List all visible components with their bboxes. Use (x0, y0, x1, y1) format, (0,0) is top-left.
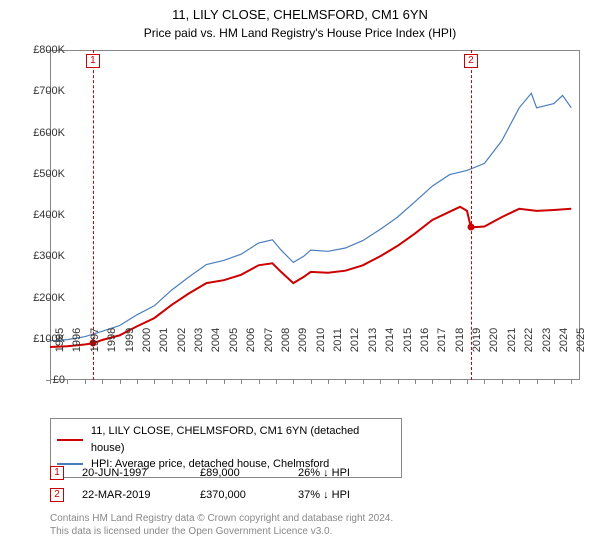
legend-swatch (57, 439, 83, 441)
sale-number-box: 1 (50, 466, 64, 480)
sale-marker-dot (467, 224, 474, 231)
x-tick-label: 2015 (402, 328, 414, 352)
x-tick-label: 1997 (89, 328, 101, 352)
sale-number-box: 2 (50, 488, 64, 502)
y-tick-label: £600K (33, 127, 65, 139)
x-tick-label: 2000 (141, 328, 153, 352)
footnote-line: This data is licensed under the Open Gov… (50, 525, 393, 538)
x-tick (345, 380, 346, 384)
x-tick-label: 2008 (280, 328, 292, 352)
sale-price: £89,000 (200, 467, 280, 479)
page-title: 11, LILY CLOSE, CHELMSFORD, CM1 6YN (0, 0, 600, 24)
x-tick-label: 1996 (71, 328, 83, 352)
x-tick-label: 2010 (315, 328, 327, 352)
x-tick-label: 1998 (106, 328, 118, 352)
x-tick (537, 380, 538, 384)
x-tick (363, 380, 364, 384)
x-tick (467, 380, 468, 384)
y-tick-label: £700K (33, 85, 65, 97)
x-tick-label: 2012 (349, 328, 361, 352)
x-tick (502, 380, 503, 384)
series-price_paid (50, 207, 571, 347)
x-tick-label: 2009 (297, 328, 309, 352)
sale-price: £370,000 (200, 489, 280, 501)
y-tick-label: £500K (33, 168, 65, 180)
x-tick (224, 380, 225, 384)
sale-marker-box: 1 (86, 54, 100, 68)
x-tick (137, 380, 138, 384)
x-tick (380, 380, 381, 384)
x-tick (398, 380, 399, 384)
x-tick-label: 2020 (488, 328, 500, 352)
x-tick (154, 380, 155, 384)
x-tick-label: 2022 (523, 328, 535, 352)
x-tick (450, 380, 451, 384)
x-tick (241, 380, 242, 384)
x-tick (276, 380, 277, 384)
x-tick-label: 2018 (454, 328, 466, 352)
sale-marker-box: 2 (464, 54, 478, 68)
x-tick-label: 2003 (193, 328, 205, 352)
x-tick-label: 1995 (54, 328, 66, 352)
chart-container: 11, LILY CLOSE, CHELMSFORD, CM1 6YN Pric… (0, 0, 600, 560)
x-tick (571, 380, 572, 384)
x-tick (311, 380, 312, 384)
x-tick (328, 380, 329, 384)
x-tick-label: 2024 (558, 328, 570, 352)
sale-delta: 37% ↓ HPI (298, 489, 398, 501)
legend-row: 11, LILY CLOSE, CHELMSFORD, CM1 6YN (det… (57, 423, 395, 456)
x-tick-label: 2017 (436, 328, 448, 352)
x-tick-label: 2014 (384, 328, 396, 352)
legend-label: 11, LILY CLOSE, CHELMSFORD, CM1 6YN (det… (91, 423, 395, 456)
x-tick-label: 1999 (124, 328, 136, 352)
x-tick-label: 2002 (176, 328, 188, 352)
x-tick-label: 2021 (506, 328, 518, 352)
x-tick (484, 380, 485, 384)
x-tick (259, 380, 260, 384)
x-tick-label: 2004 (210, 328, 222, 352)
page-subtitle: Price paid vs. HM Land Registry's House … (0, 26, 600, 40)
y-tick-label: £0 (53, 374, 65, 386)
x-tick (206, 380, 207, 384)
x-tick (67, 380, 68, 384)
x-tick-label: 2005 (228, 328, 240, 352)
x-tick (120, 380, 121, 384)
x-tick-label: 2001 (158, 328, 170, 352)
sales-table: 1 20-JUN-1997 £89,000 26% ↓ HPI 2 22-MAR-2019… (50, 462, 398, 506)
y-tick-label: £300K (33, 250, 65, 262)
series-hpi (50, 93, 571, 340)
sales-row: 1 20-JUN-1997 £89,000 26% ↓ HPI (50, 462, 398, 484)
x-tick (50, 380, 51, 384)
x-tick (189, 380, 190, 384)
sale-date: 20-JUN-1997 (82, 467, 182, 479)
x-tick-label: 2013 (367, 328, 379, 352)
sale-date: 22-MAR-2019 (82, 489, 182, 501)
x-tick (102, 380, 103, 384)
x-tick (172, 380, 173, 384)
x-tick-label: 2006 (245, 328, 257, 352)
x-tick (85, 380, 86, 384)
x-tick (432, 380, 433, 384)
x-tick-label: 2025 (575, 328, 587, 352)
x-tick (415, 380, 416, 384)
footnote-line: Contains HM Land Registry data © Crown c… (50, 512, 393, 525)
y-tick-label: £800K (33, 44, 65, 56)
sale-delta: 26% ↓ HPI (298, 467, 398, 479)
sales-row: 2 22-MAR-2019 £370,000 37% ↓ HPI (50, 484, 398, 506)
y-tick-label: £200K (33, 292, 65, 304)
footnote: Contains HM Land Registry data © Crown c… (50, 512, 393, 538)
x-tick-label: 2007 (263, 328, 275, 352)
x-tick (554, 380, 555, 384)
x-tick-label: 2023 (541, 328, 553, 352)
x-tick-label: 2011 (332, 328, 344, 352)
x-tick (293, 380, 294, 384)
y-tick-label: £400K (33, 209, 65, 221)
x-tick (519, 380, 520, 384)
x-tick-label: 2019 (471, 328, 483, 352)
x-tick-label: 2016 (419, 328, 431, 352)
